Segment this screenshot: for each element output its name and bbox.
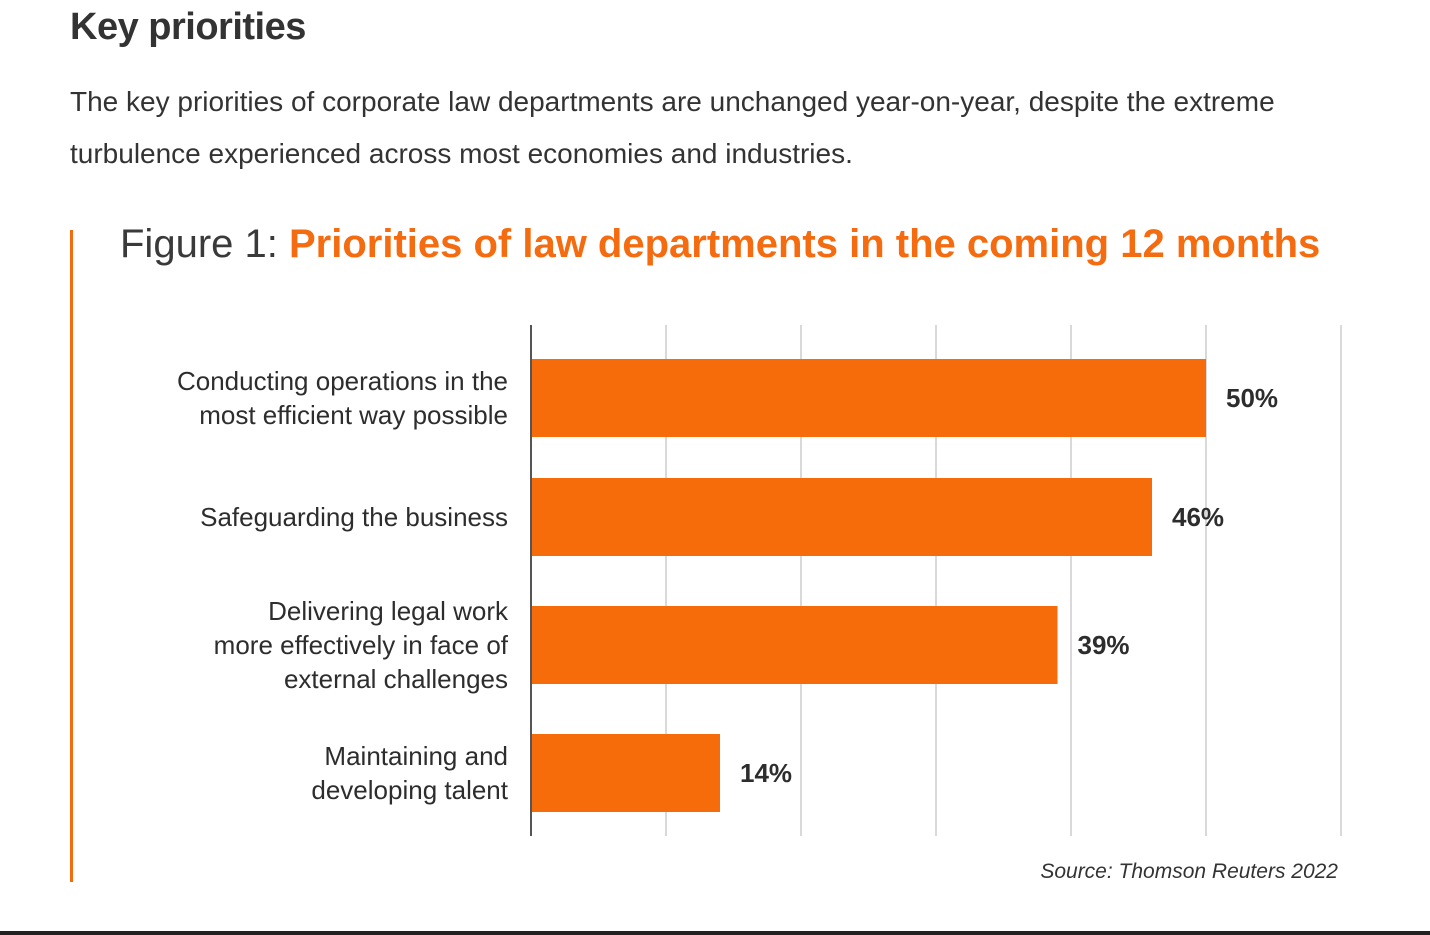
figure-title-text: Priorities of law departments in the com… [288, 222, 1321, 266]
bottom-divider [0, 931, 1430, 935]
category-label-line: Conducting operations in the [176, 366, 508, 396]
category-label: Safeguarding the business [88, 500, 508, 534]
category-label: Delivering legal work more effectively in… [88, 594, 508, 696]
page-title: Key priorities [70, 6, 306, 48]
category-label-line: external challenges [283, 664, 508, 694]
bar [531, 359, 1206, 437]
category-label-line: Maintaining and [324, 741, 508, 771]
figure-number: Figure 1: [120, 222, 289, 266]
source-note: Source: Thomson Reuters 2022 [1040, 860, 1338, 883]
bar [531, 478, 1152, 556]
bar [531, 734, 720, 812]
category-label-line: Delivering legal work [268, 596, 508, 626]
figure-accent-line [70, 230, 73, 882]
intro-paragraph: The key priorities of corporate law depa… [70, 86, 1275, 169]
data-label: 39% [1078, 630, 1130, 660]
data-label: 50% [1226, 383, 1278, 413]
category-label-line: developing talent [311, 775, 508, 805]
data-label: 14% [740, 758, 792, 788]
category-label-line: more effectively in face of [213, 630, 508, 660]
data-label: 46% [1172, 502, 1224, 532]
category-label: Conducting operations in the most efficie… [88, 364, 508, 432]
category-label-line: Safeguarding the business [200, 502, 508, 532]
figure-title: Figure 1: Priorities of law departments … [120, 222, 1320, 267]
category-label: Maintaining and developing talent [88, 739, 508, 807]
bar [531, 606, 1058, 684]
category-label-line: most efficient way possible [199, 400, 508, 430]
